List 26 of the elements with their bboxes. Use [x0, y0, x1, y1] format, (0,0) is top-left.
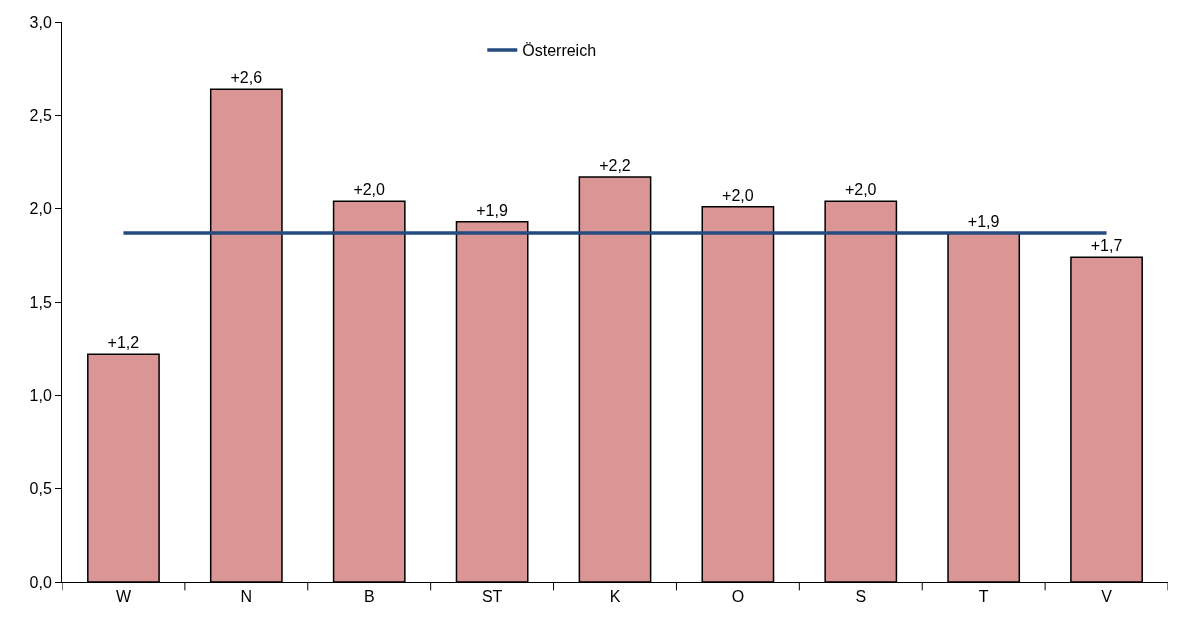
data-label: +1,9 [476, 201, 508, 219]
data-label: +2,0 [353, 181, 386, 199]
x-tick-label: K [609, 588, 621, 606]
x-tick-label: T [978, 588, 989, 606]
y-tick-label: 1,0 [29, 386, 52, 404]
x-tick-label: W [115, 588, 132, 606]
data-label: +1,2 [107, 334, 140, 352]
x-tick-label: S [855, 588, 867, 606]
legend-label: Österreich [522, 42, 597, 60]
x-tick-label: O [731, 588, 745, 606]
x-tick-label: V [1101, 588, 1113, 606]
y-tick-label: 0,0 [29, 573, 52, 591]
y-tick-label: 0,5 [29, 480, 52, 498]
data-label: +2,6 [230, 69, 263, 87]
y-tick-label: 2,0 [29, 200, 52, 218]
x-tick-label: B [363, 588, 375, 606]
data-label: +2,2 [599, 156, 631, 174]
x-tick-label: N [240, 588, 253, 606]
data-label: +2,0 [722, 186, 754, 204]
y-tick-label: 2,5 [29, 106, 52, 124]
y-tick-label: 3,0 [29, 13, 52, 31]
x-tick-label: ST [481, 588, 503, 606]
data-label: +2,0 [844, 181, 877, 199]
data-label: +1,9 [967, 212, 1000, 230]
data-label: +1,7 [1090, 237, 1123, 255]
y-tick-label: 1,5 [29, 293, 52, 311]
